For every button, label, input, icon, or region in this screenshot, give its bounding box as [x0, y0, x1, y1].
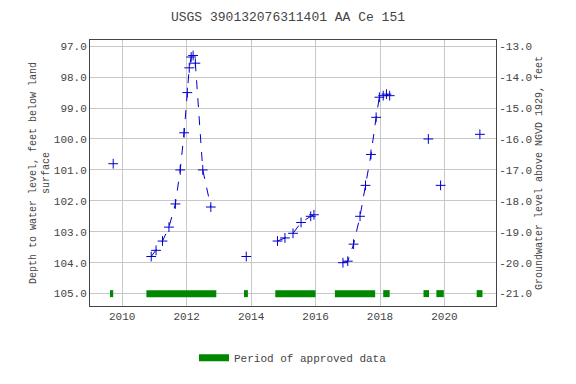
svg-text:101.0: 101.0: [54, 165, 87, 177]
svg-text:103.0: 103.0: [54, 227, 87, 239]
svg-text:Depth to water level, feet bel: Depth to water level, feet below landsur…: [28, 62, 52, 284]
svg-text:-21.0: -21.0: [499, 288, 532, 300]
svg-text:99.0: 99.0: [60, 103, 86, 115]
svg-text:2012: 2012: [173, 311, 199, 323]
svg-text:-20.0: -20.0: [499, 258, 532, 270]
svg-text:-16.0: -16.0: [499, 134, 532, 146]
svg-text:2020: 2020: [431, 311, 457, 323]
svg-text:Period of approved data: Period of approved data: [234, 353, 386, 365]
svg-text:97.0: 97.0: [60, 41, 86, 53]
svg-text:102.0: 102.0: [54, 196, 87, 208]
svg-text:Groundwater level above NGVD 1: Groundwater level above NGVD 1929, feet: [534, 56, 545, 290]
svg-text:-18.0: -18.0: [499, 196, 532, 208]
svg-text:-13.0: -13.0: [499, 41, 532, 53]
svg-text:105.0: 105.0: [54, 288, 87, 300]
svg-text:104.0: 104.0: [54, 258, 87, 270]
svg-text:-15.0: -15.0: [499, 103, 532, 115]
svg-text:-14.0: -14.0: [499, 72, 532, 84]
svg-text:98.0: 98.0: [60, 72, 86, 84]
svg-text:2010: 2010: [109, 311, 135, 323]
svg-text:100.0: 100.0: [54, 134, 87, 146]
svg-text:-17.0: -17.0: [499, 165, 532, 177]
svg-text:USGS 390132076311401 AA Ce 151: USGS 390132076311401 AA Ce 151: [171, 10, 405, 25]
svg-text:2014: 2014: [238, 311, 265, 323]
svg-text:2016: 2016: [302, 311, 328, 323]
svg-text:2018: 2018: [367, 311, 393, 323]
svg-text:-19.0: -19.0: [499, 227, 532, 239]
